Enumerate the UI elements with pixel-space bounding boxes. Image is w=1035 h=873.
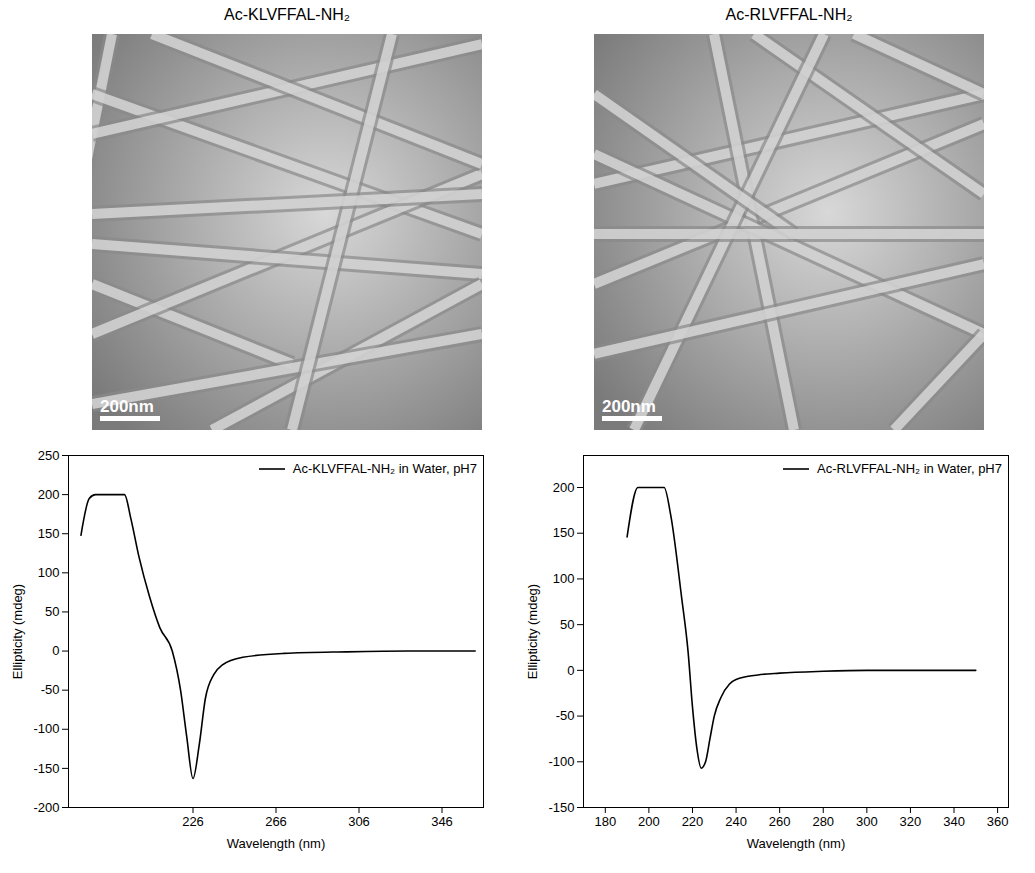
svg-text:200: 200 [553,480,575,495]
svg-text:200: 200 [638,814,660,829]
svg-text:Ellipticity (mdeg): Ellipticity (mdeg) [525,584,540,679]
svg-text:320: 320 [900,814,922,829]
svg-text:-200: -200 [33,800,59,815]
svg-text:Ellipticity (mdeg): Ellipticity (mdeg) [10,584,25,679]
svg-text:150: 150 [553,525,575,540]
svg-text:200: 200 [38,487,60,502]
svg-text:50: 50 [45,604,59,619]
svg-text:0: 0 [52,643,59,658]
svg-text:-50: -50 [556,708,575,723]
html-text:Ac-RLVFFAL-NH₂ in Water, pH7: Ac-RLVFFAL-NH₂ in Water, pH7 [817,461,1002,476]
svg-text:266: 266 [265,814,287,829]
svg-text:180: 180 [594,814,616,829]
svg-text:200nm: 200nm [602,397,656,416]
svg-text:-150: -150 [548,800,574,815]
svg-text:220: 220 [682,814,704,829]
svg-text:Wavelength (nm): Wavelength (nm) [747,836,846,851]
svg-text:-50: -50 [41,682,60,697]
svg-text:346: 346 [431,814,453,829]
svg-text:226: 226 [182,814,204,829]
svg-text:Wavelength (nm): Wavelength (nm) [227,836,326,851]
svg-text:260: 260 [769,814,791,829]
svg-text:250: 250 [38,448,60,463]
svg-text:340: 340 [943,814,965,829]
svg-text:360: 360 [987,814,1009,829]
svg-text:150: 150 [38,526,60,541]
svg-text:240: 240 [725,814,747,829]
html-text:Ac-KLVFFAL-NH₂: Ac-KLVFFAL-NH₂ [224,6,350,23]
svg-text:50: 50 [560,617,574,632]
svg-text:100: 100 [38,565,60,580]
svg-text:306: 306 [348,814,370,829]
svg-text:300: 300 [856,814,878,829]
svg-text:100: 100 [553,571,575,586]
svg-text:-100: -100 [33,721,59,736]
svg-text:280: 280 [812,814,834,829]
html-text:Ac-RLVFFAL-NH₂: Ac-RLVFFAL-NH₂ [725,6,853,23]
svg-text:-150: -150 [33,761,59,776]
svg-text:200nm: 200nm [100,397,154,416]
svg-text:-100: -100 [548,754,574,769]
svg-text:0: 0 [567,663,574,678]
html-text:Ac-KLVFFAL-NH₂ in Water, pH7: Ac-KLVFFAL-NH₂ in Water, pH7 [292,461,477,476]
